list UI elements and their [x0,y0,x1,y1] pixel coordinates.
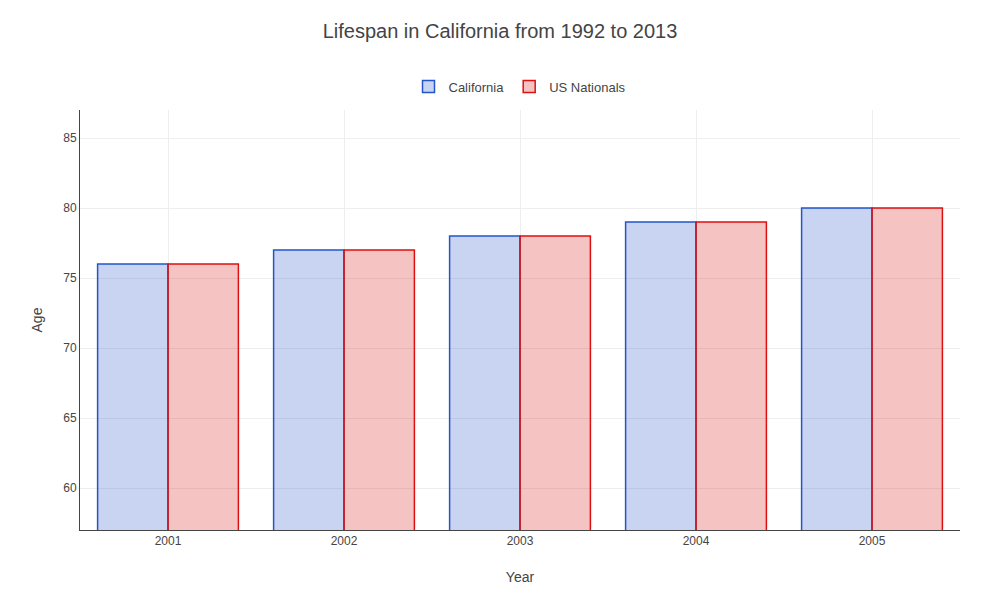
svg-text:75: 75 [63,271,77,285]
svg-text:Year: Year [506,569,535,585]
svg-text:85: 85 [63,131,77,145]
svg-text:2003: 2003 [507,534,534,548]
svg-text:California: California [449,80,505,95]
svg-text:Lifespan in California from 19: Lifespan in California from 1992 to 2013 [323,20,678,42]
svg-text:65: 65 [63,411,77,425]
svg-text:80: 80 [63,201,77,215]
svg-text:US Nationals: US Nationals [549,80,625,95]
svg-text:Age: Age [29,307,45,332]
svg-text:2004: 2004 [683,534,710,548]
svg-text:2002: 2002 [331,534,358,548]
svg-text:60: 60 [63,481,77,495]
svg-text:2001: 2001 [155,534,182,548]
svg-text:70: 70 [63,341,77,355]
svg-text:2005: 2005 [859,534,886,548]
